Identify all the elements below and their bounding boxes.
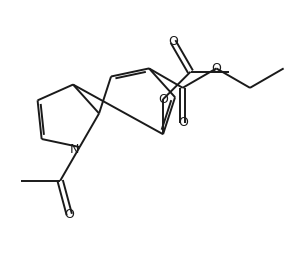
Text: O: O	[168, 35, 178, 48]
Text: O: O	[158, 93, 168, 106]
Text: O: O	[178, 116, 188, 129]
Text: O: O	[64, 208, 74, 221]
Text: O: O	[211, 62, 221, 75]
Text: N: N	[70, 143, 79, 155]
